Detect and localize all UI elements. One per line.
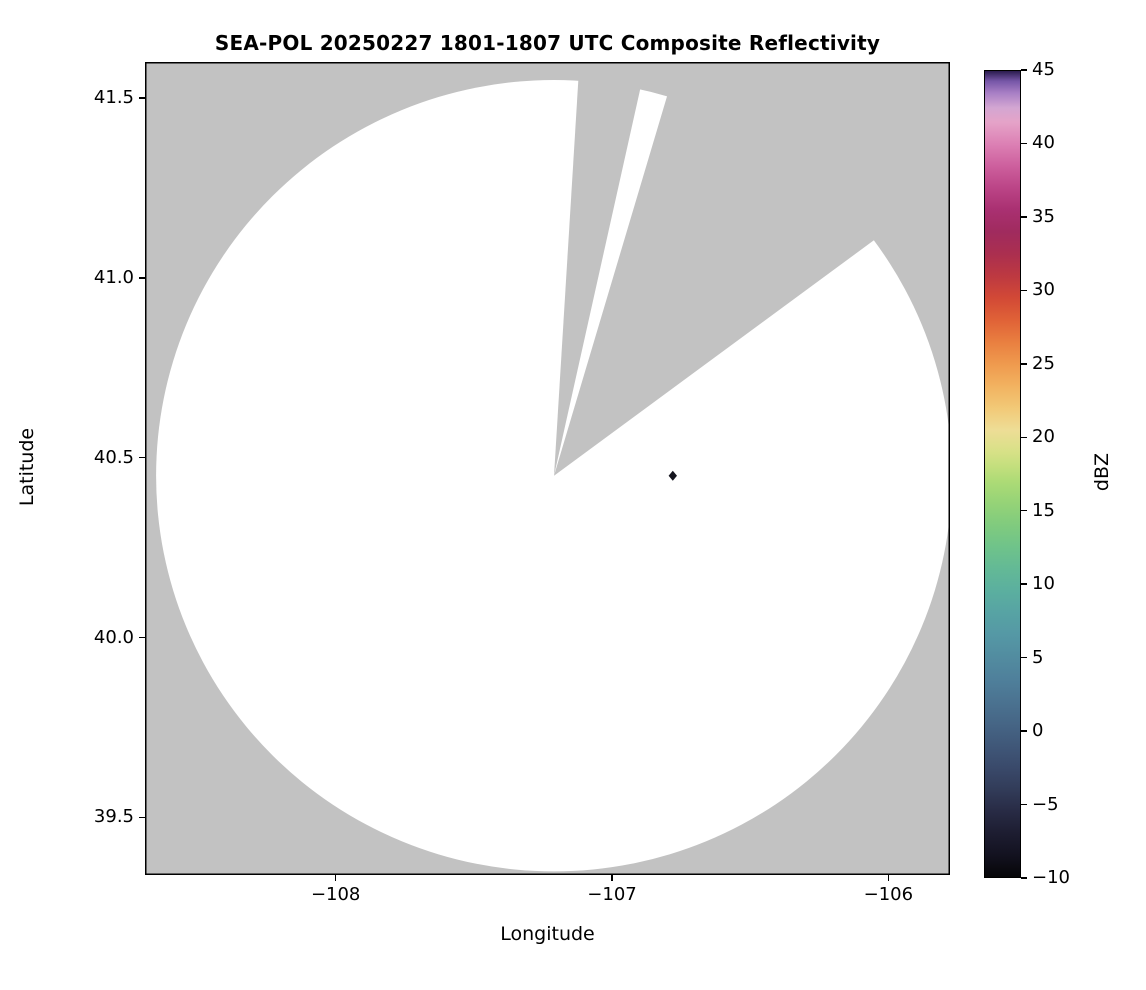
colorbar-tick-mark [1021,877,1027,879]
x-tick-mark [611,875,613,881]
echo-marker [668,470,677,481]
colorbar-tick-label: −10 [1032,867,1070,888]
y-tick-mark [139,97,145,99]
colorbar-tick-mark [1021,730,1027,732]
colorbar-tick-mark [1021,216,1027,218]
colorbar [984,70,1021,878]
colorbar-tick-label: 45 [1032,59,1055,80]
y-tick-mark [139,277,145,279]
colorbar-tick-mark [1021,436,1027,439]
colorbar-tick-mark [1021,363,1027,365]
blocked-sector-2 [554,62,950,476]
colorbar-tick-mark [1021,69,1027,71]
colorbar-tick-label: 15 [1032,499,1055,521]
x-axis-label: Longitude [500,923,595,945]
colorbar-tick-label: −5 [1032,793,1059,815]
colorbar-tick-label: 5 [1032,646,1044,668]
colorbar-gradient [985,71,1020,877]
x-tick-label: −108 [310,884,361,905]
colorbar-tick-label: 20 [1032,426,1055,448]
blocked-sector-1 [554,62,647,476]
colorbar-tick-label: 25 [1032,352,1055,374]
colorbar-tick-mark [1021,583,1027,585]
plot-area [145,62,950,875]
y-tick-label: 40.5 [93,446,134,468]
plot-frame [145,62,950,875]
y-tick-mark [139,456,145,459]
colorbar-tick-label: 0 [1032,720,1044,742]
colorbar-tick-label: 30 [1032,279,1055,301]
y-tick-label: 40.0 [93,626,134,648]
y-tick-label: 41.5 [93,86,134,108]
colorbar-label: dBZ [1091,452,1113,492]
colorbar-tick-mark [1021,656,1027,659]
y-tick-label: 39.5 [93,806,134,828]
chart-title: SEA-POL 20250227 1801-1807 UTC Composite… [214,31,881,55]
x-tick-label: −107 [587,884,637,905]
colorbar-tick-label: 10 [1032,573,1055,595]
y-tick-label: 41.0 [93,266,134,288]
y-tick-mark [139,636,145,639]
y-tick-mark [139,816,145,819]
x-tick-label: −106 [863,884,914,905]
x-tick-mark [887,875,890,881]
y-axis-label: Latitude [16,427,38,507]
colorbar-tick-mark [1021,142,1027,145]
colorbar-tick-mark [1021,803,1027,806]
colorbar-tick-mark [1021,509,1027,512]
colorbar-tick-label: 40 [1032,132,1055,154]
x-tick-mark [334,875,337,881]
colorbar-tick-label: 35 [1032,205,1055,227]
colorbar-tick-mark [1021,289,1027,292]
